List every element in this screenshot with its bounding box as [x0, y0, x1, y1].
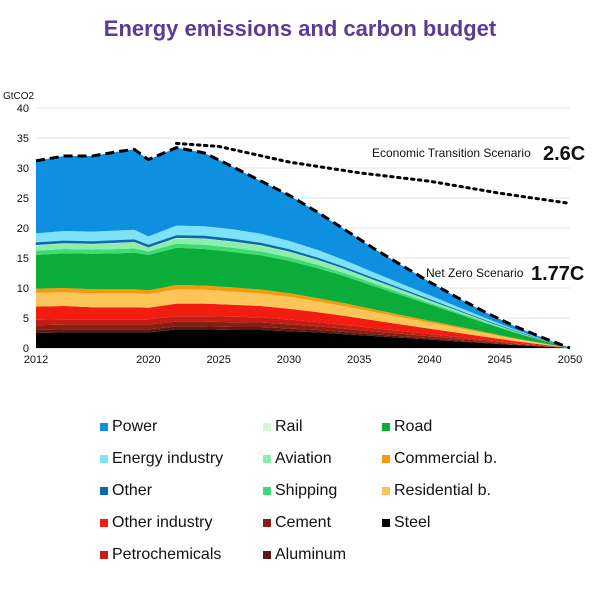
x-tick-label: 2045 [487, 354, 511, 366]
legend-item-other: Other [100, 482, 152, 500]
legend-item-steel: Steel [382, 514, 430, 532]
legend-item-power: Power [100, 418, 157, 436]
area-cement [36, 321, 570, 348]
legend-item-road: Road [382, 418, 432, 436]
legend-label: Road [394, 418, 433, 435]
legend-swatch [382, 487, 390, 495]
legend-item-commercial-b: Commercial b. [382, 450, 497, 468]
legend-item-residential-b: Residential b. [382, 482, 491, 500]
x-tick-label: 2025 [206, 354, 230, 366]
legend-swatch [100, 423, 108, 431]
y-tick-label: 20 [17, 223, 29, 235]
x-tick-label: 2035 [347, 354, 371, 366]
legend-swatch [100, 551, 108, 559]
x-tick-label: 2050 [558, 354, 582, 366]
x-tick-label: 2020 [136, 354, 160, 366]
stacked-areas [35, 147, 571, 349]
y-tick-label: 5 [23, 313, 29, 325]
area-steel [36, 329, 570, 348]
legend-swatch [263, 487, 271, 495]
x-axis-ticks: 2012 2020 2025 2030 2035 2040 2045 2050 [24, 354, 582, 366]
legend-label: Commercial b. [394, 450, 498, 467]
y-tick-label: 35 [17, 133, 29, 145]
y-tick-label: 30 [17, 163, 29, 175]
legend-swatch [382, 423, 390, 431]
legend-swatch [382, 455, 390, 463]
legend-swatch [100, 487, 108, 495]
area-aluminum [36, 326, 570, 348]
legend: Power Energy industry Other Other industry P… [100, 414, 580, 584]
legend-label: Other [112, 482, 153, 499]
legend-swatch [100, 455, 108, 463]
economic-transition-scenario-line [175, 141, 572, 205]
annotation-net-zero-text: Net Zero Scenario [426, 266, 524, 280]
annotation-economic-transition-text: Economic Transition Scenario [372, 146, 531, 160]
legend-swatch [382, 519, 390, 527]
legend-label: Aluminum [275, 546, 347, 563]
area-residential-b [36, 289, 570, 348]
legend-label: Rail [275, 418, 303, 435]
area-other-industry [36, 303, 570, 348]
legend-label: Aviation [275, 450, 332, 467]
y-tick-label: 25 [17, 193, 29, 205]
legend-label: Steel [394, 514, 431, 531]
legend-item-rail: Rail [263, 418, 303, 436]
area-petrochemicals [36, 316, 570, 348]
legend-label: Other industry [112, 514, 213, 531]
y-axis-label: GtCO2 [3, 91, 35, 102]
legend-item-shipping: Shipping [263, 482, 337, 500]
legend-item-cement: Cement [263, 514, 331, 532]
area-commercial-b [36, 285, 570, 348]
annotations: Economic Transition Scenario 2.6C Net Ze… [372, 143, 585, 285]
area-power [36, 147, 570, 348]
legend-item-petrochemicals: Petrochemicals [100, 546, 221, 564]
x-tick-label: 2030 [277, 354, 301, 366]
legend-label: Petrochemicals [112, 546, 222, 563]
legend-label: Shipping [275, 482, 338, 499]
y-axis-ticks: 0 5 10 15 20 25 30 35 40 [17, 103, 29, 355]
area-energy-industry [36, 225, 570, 348]
x-tick-label: 2040 [417, 354, 441, 366]
legend-label: Cement [275, 514, 332, 531]
annotation-net-zero-value: 1.77C [531, 263, 584, 285]
scenario-lines [35, 141, 572, 350]
y-tick-label: 40 [17, 103, 29, 115]
legend-swatch [263, 423, 271, 431]
x-tick-label: 2012 [24, 354, 48, 366]
annotation-economic-transition-value: 2.6C [543, 143, 585, 165]
legend-label: Power [112, 418, 158, 435]
legend-item-aviation: Aviation [263, 450, 332, 468]
legend-label: Energy industry [112, 450, 224, 467]
legend-item-aluminum: Aluminum [263, 546, 346, 564]
net-zero-scenario-line [35, 146, 571, 350]
y-tick-label: 10 [17, 283, 29, 295]
chart-title: Energy emissions and carbon budget [103, 16, 497, 41]
legend-swatch [263, 455, 271, 463]
legend-item-energy-industry: Energy industry [100, 450, 223, 468]
area-aviation [36, 238, 570, 348]
area-road [36, 247, 570, 348]
legend-swatch [100, 519, 108, 527]
y-tick-label: 0 [23, 343, 29, 355]
legend-item-other-industry: Other industry [100, 514, 212, 532]
legend-swatch [263, 551, 271, 559]
y-tick-label: 15 [17, 253, 29, 265]
legend-label: Residential b. [394, 482, 491, 499]
legend-swatch [263, 519, 271, 527]
